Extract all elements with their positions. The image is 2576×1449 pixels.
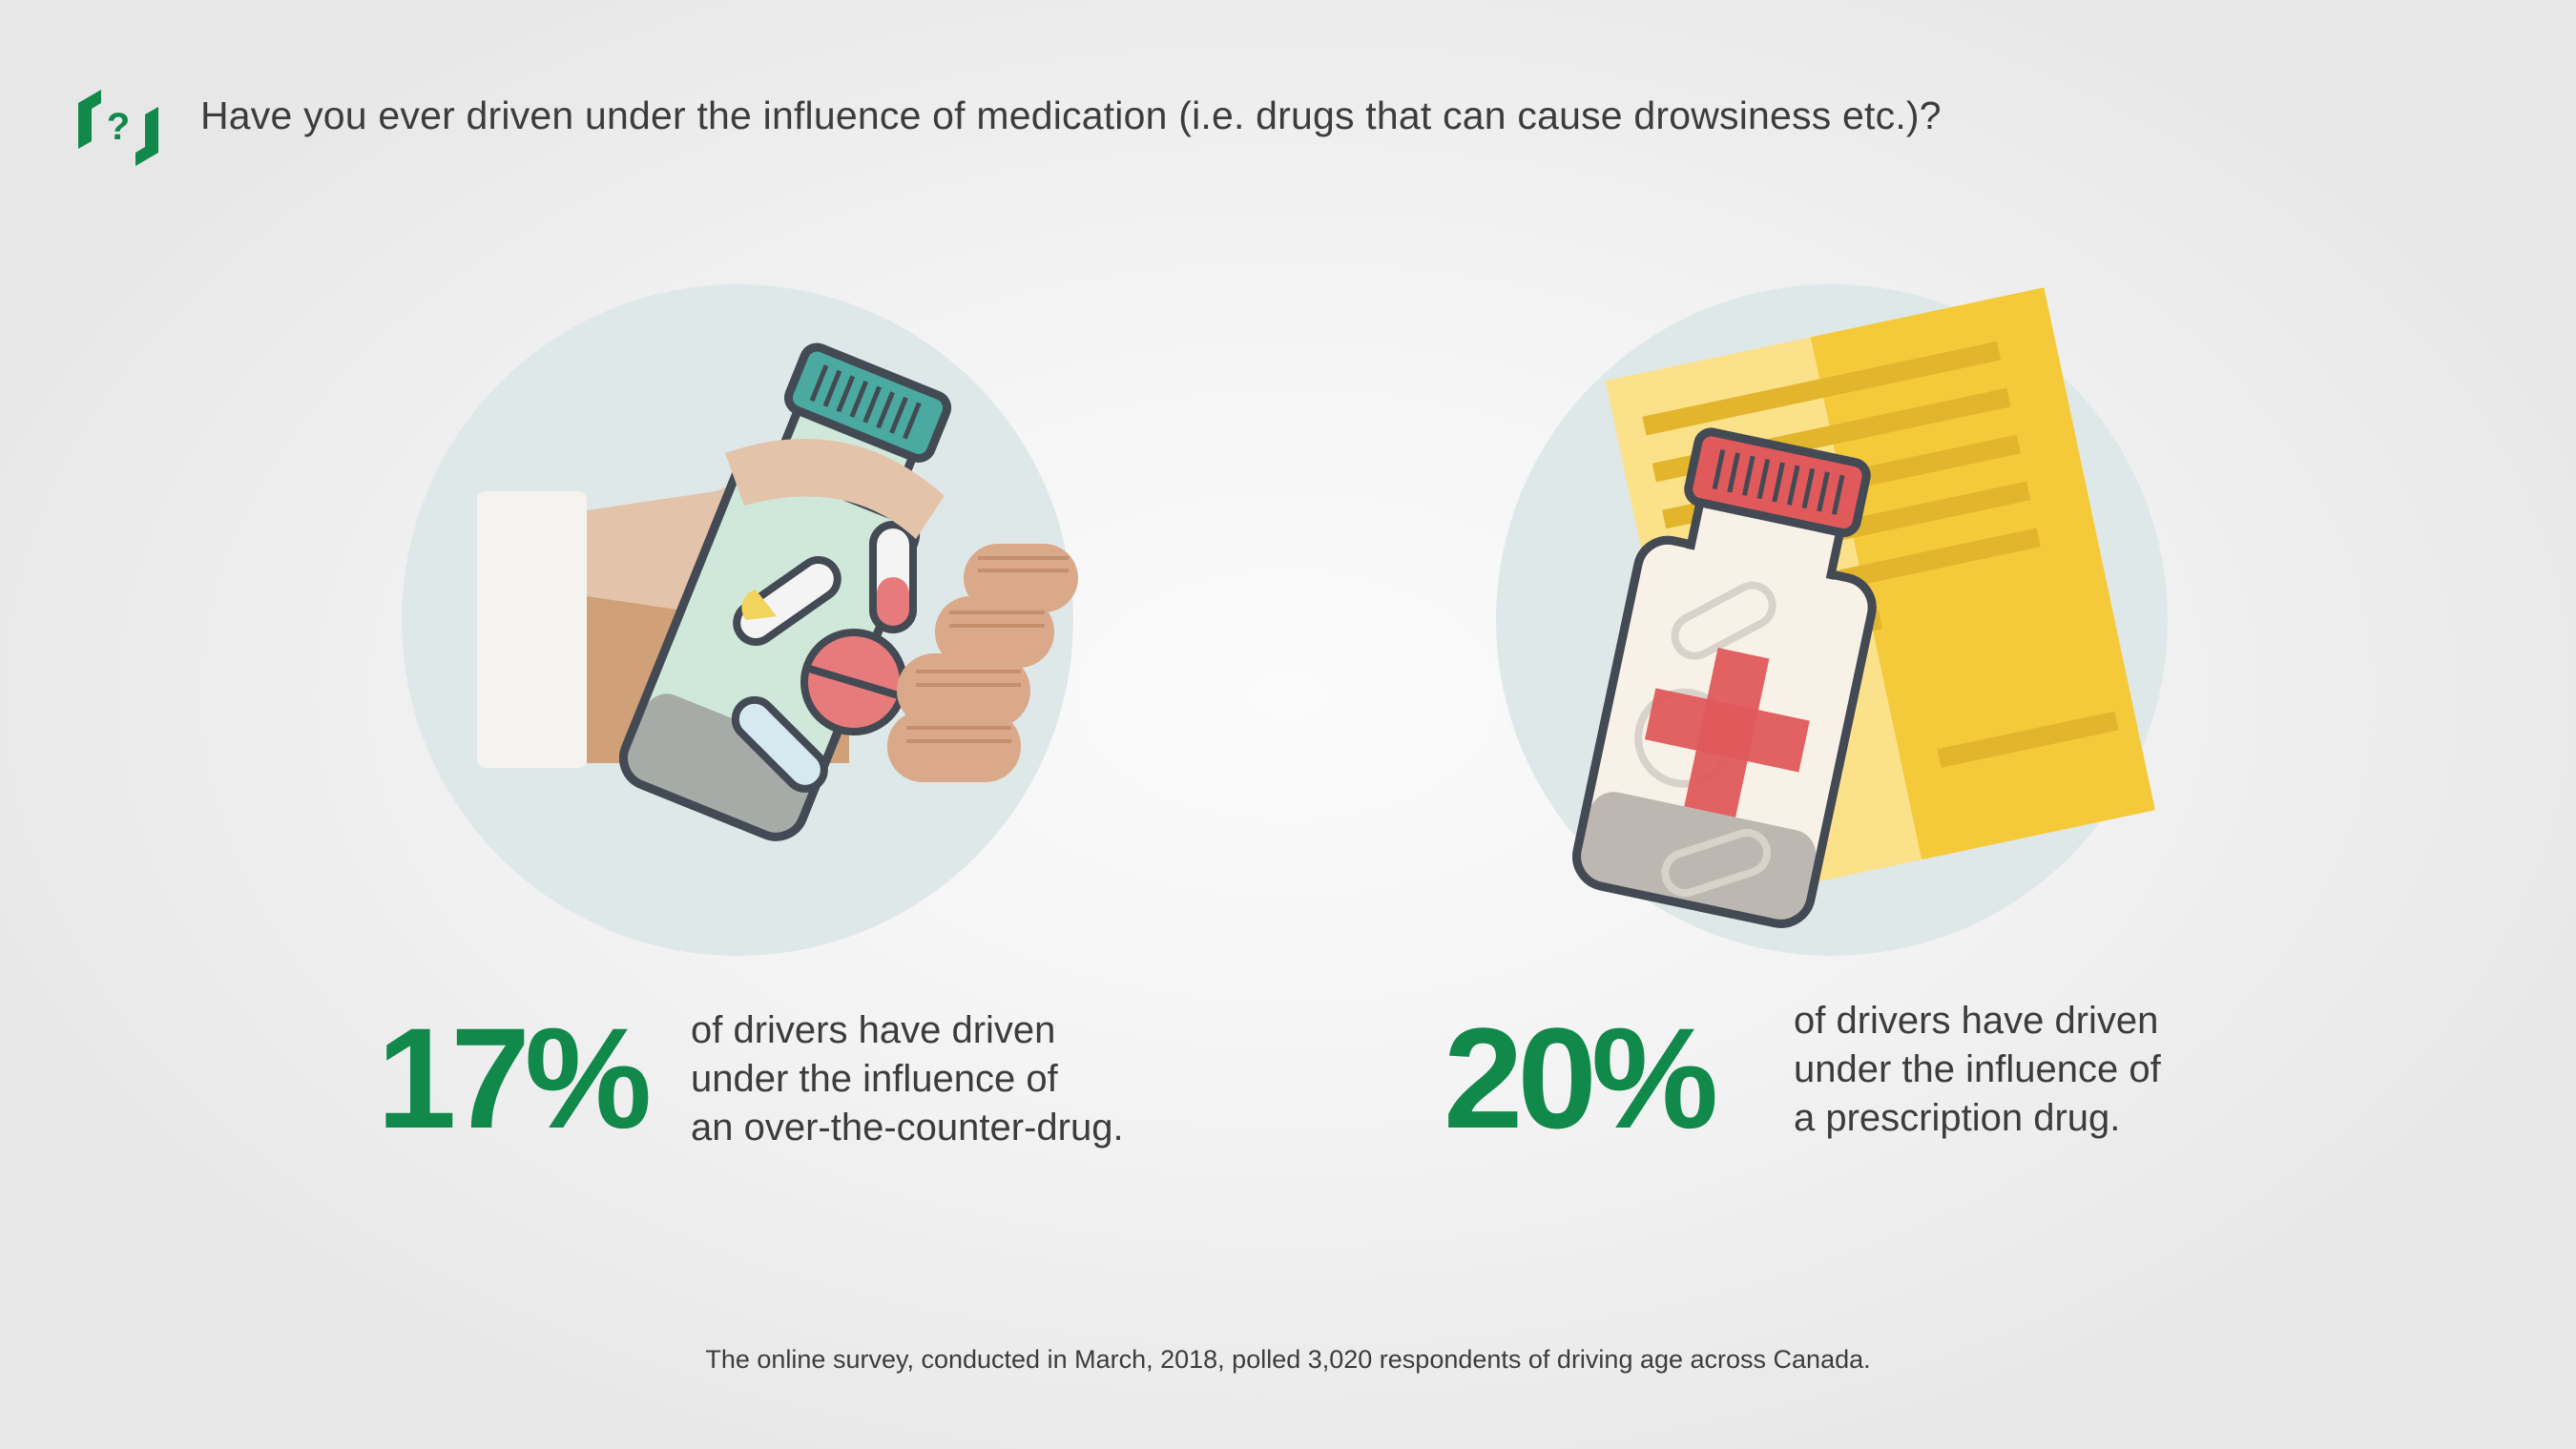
survey-question: Have you ever driven under the influence…	[200, 93, 1942, 137]
bracket-question-logo-icon: ?	[78, 90, 158, 166]
svg-text:?: ?	[107, 106, 130, 148]
hand-holding-pill-bottle-icon	[402, 284, 1078, 956]
prescription-bottle-and-paper-icon	[1496, 284, 2168, 956]
stat-percent: 17%	[377, 998, 652, 1158]
stat-description: of drivers have driven under the influen…	[691, 1009, 1124, 1149]
survey-footnote: The online survey, conducted in March, 2…	[705, 1345, 1871, 1374]
stat-description: of drivers have driven under the influen…	[1794, 1000, 2161, 1139]
stat-percent: 20%	[1444, 998, 1718, 1158]
